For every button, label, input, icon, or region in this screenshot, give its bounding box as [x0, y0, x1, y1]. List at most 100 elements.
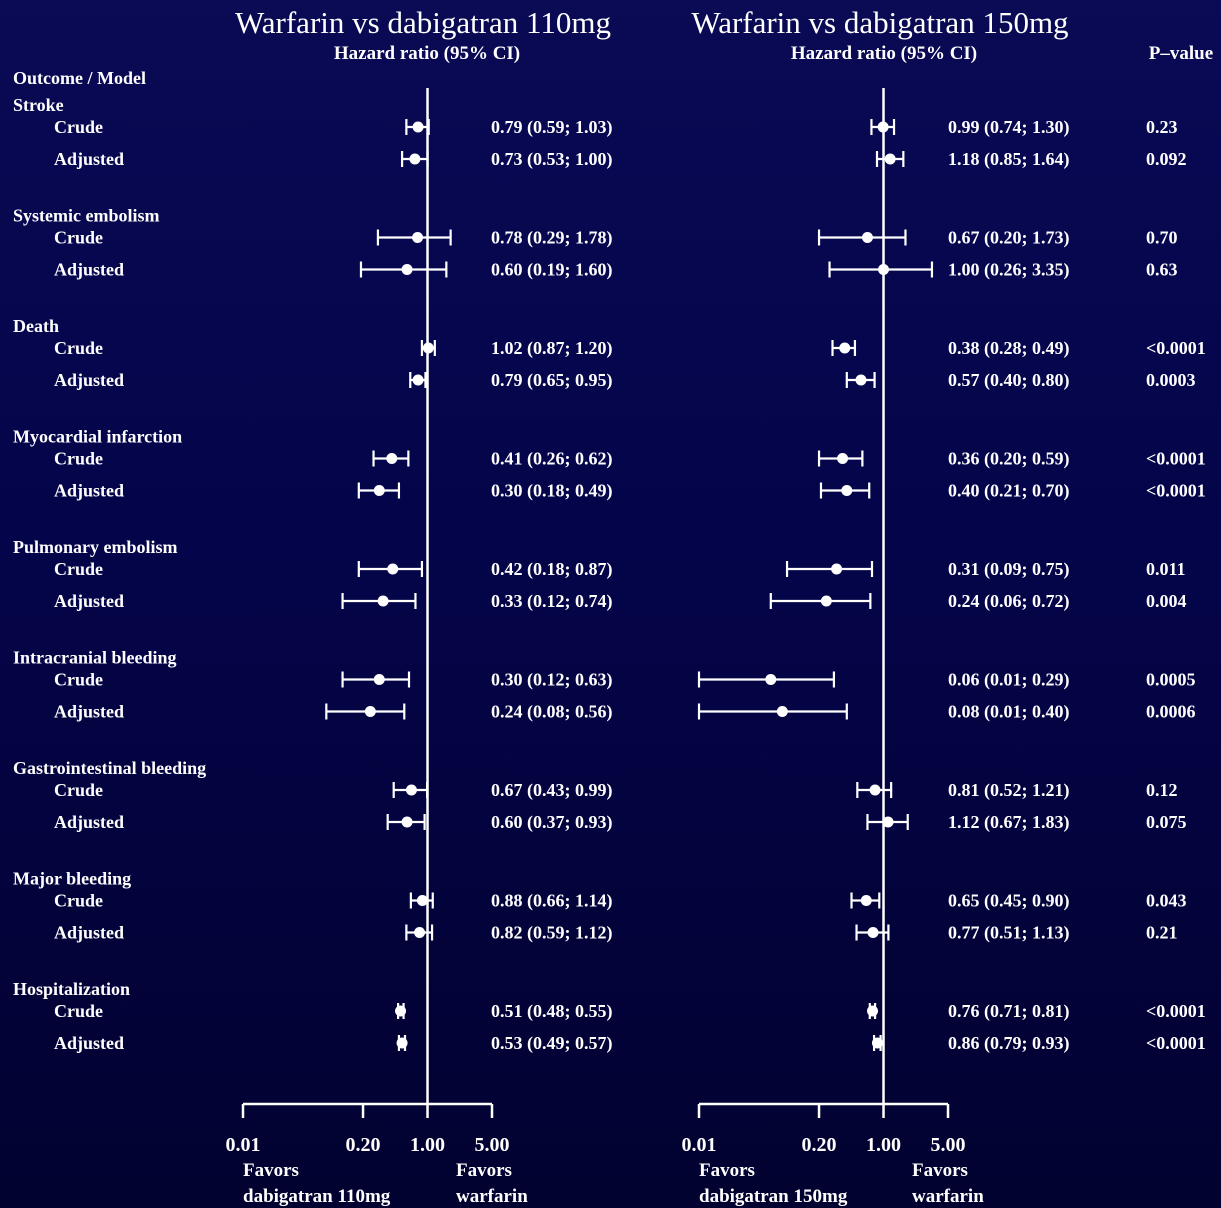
model-label: Adjusted: [54, 149, 124, 169]
favors-left-label: dabigatran 110mg: [243, 1186, 391, 1207]
hazard-ratio-point: [839, 342, 851, 354]
hazard-ratio-label: 0.65 (0.45; 0.90): [948, 891, 1069, 912]
hazard-ratio-label: 0.30 (0.12; 0.63): [491, 670, 612, 691]
hazard-ratio-point: [861, 232, 873, 243]
hazard-ratio-label: 0.08 (0.01; 0.40): [948, 702, 1069, 723]
hazard-ratio-label: 0.36 (0.20; 0.59): [948, 449, 1069, 470]
hazard-ratio-label: 0.99 (0.74; 1.30): [948, 117, 1069, 138]
p-value-label: 0.011: [1146, 559, 1186, 579]
hazard-ratio-label: 0.77 (0.51; 1.13): [948, 923, 1069, 944]
outcome-label: Death: [13, 316, 59, 336]
model-label: Crude: [54, 228, 103, 248]
hazard-ratio-point: [416, 895, 428, 906]
p-value-label: 0.21: [1146, 923, 1178, 943]
pvalue-header: P–value: [1149, 43, 1213, 64]
p-value-label: 0.092: [1146, 149, 1187, 169]
x-tick-label: 0.20: [802, 1134, 837, 1156]
x-tick-label: 0.01: [682, 1134, 717, 1156]
hazard-ratio-label: 0.33 (0.12; 0.74): [491, 591, 612, 612]
model-label: Crude: [54, 670, 103, 690]
hazard-ratio-point: [405, 784, 417, 796]
x-tick-label: 0.20: [346, 1134, 381, 1156]
p-value-label: 0.70: [1146, 228, 1178, 248]
hazard-ratio-point: [841, 485, 853, 496]
hazard-ratio-point: [412, 232, 424, 243]
model-label: Crude: [54, 780, 103, 800]
hazard-ratio-point: [820, 595, 832, 607]
favors-left-label: Favors: [243, 1160, 299, 1181]
x-tick-label: 5.00: [475, 1134, 510, 1156]
hazard-ratio-point: [867, 1005, 879, 1017]
outcome-model-header: Outcome / Model: [13, 68, 146, 88]
model-label: Crude: [54, 1001, 103, 1021]
p-value-label: <0.0001: [1146, 449, 1206, 469]
favors-left-label: Favors: [699, 1160, 755, 1181]
hazard-ratio-label: 1.12 (0.67; 1.83): [948, 812, 1069, 833]
model-label: Crude: [54, 449, 103, 469]
hazard-ratio-point: [412, 374, 424, 386]
hazard-ratio-point: [882, 816, 894, 828]
hazard-ratio-label: 0.86 (0.79; 0.93): [948, 1033, 1069, 1054]
p-value-label: 0.0005: [1146, 670, 1196, 690]
p-value-label: 0.23: [1146, 117, 1178, 137]
hazard-ratio-point: [837, 453, 849, 464]
hazard-ratio-label: 0.51 (0.48; 0.55): [491, 1001, 612, 1022]
model-label: Adjusted: [54, 1033, 124, 1053]
outcome-label: Systemic embolism: [13, 206, 159, 226]
hazard-ratio-point: [884, 153, 896, 165]
hazard-ratio-point: [373, 485, 385, 496]
hazard-ratio-point: [860, 895, 872, 906]
hazard-ratio-point: [373, 674, 385, 685]
hazard-ratio-label: 0.60 (0.19; 1.60): [491, 260, 612, 281]
model-label: Crude: [54, 891, 103, 911]
favors-right-label: Favors: [456, 1160, 512, 1181]
hazard-ratio-point: [869, 784, 881, 796]
x-tick-label: 5.00: [931, 1134, 966, 1156]
hazard-ratio-point: [401, 816, 413, 828]
left-panel-subtitle: Hazard ratio (95% CI): [334, 43, 520, 64]
x-tick-label: 0.01: [226, 1134, 261, 1156]
hazard-ratio-point: [387, 563, 399, 575]
hazard-ratio-label: 0.24 (0.06; 0.72): [948, 591, 1069, 612]
model-label: Adjusted: [54, 812, 124, 832]
hazard-ratio-label: 0.42 (0.18; 0.87): [491, 559, 612, 580]
hazard-ratio-label: 0.40 (0.21; 0.70): [948, 481, 1069, 502]
hazard-ratio-point: [395, 1005, 407, 1017]
p-value-label: <0.0001: [1146, 1001, 1206, 1021]
p-value-label: 0.0003: [1146, 370, 1196, 390]
hazard-ratio-label: 0.79 (0.65; 0.95): [491, 370, 612, 391]
hazard-ratio-label: 0.41 (0.26; 0.62): [491, 449, 612, 470]
hazard-ratio-point: [377, 595, 389, 607]
hazard-ratio-point: [412, 121, 424, 133]
hazard-ratio-point: [401, 264, 413, 275]
hazard-ratio-point: [867, 927, 879, 938]
hazard-ratio-point: [386, 453, 398, 464]
hazard-ratio-point: [364, 706, 376, 717]
model-label: Adjusted: [54, 702, 124, 722]
model-label: Adjusted: [54, 481, 124, 501]
p-value-label: 0.004: [1146, 591, 1187, 611]
hazard-ratio-label: 0.57 (0.40; 0.80): [948, 370, 1069, 391]
hazard-ratio-label: 0.88 (0.66; 1.14): [491, 891, 612, 912]
right-panel-subtitle: Hazard ratio (95% CI): [791, 43, 977, 64]
model-label: Adjusted: [54, 591, 124, 611]
hazard-ratio-label: 0.31 (0.09; 0.75): [948, 559, 1069, 580]
x-tick-label: 1.00: [866, 1134, 901, 1156]
hazard-ratio-label: 1.02 (0.87; 1.20): [491, 338, 612, 359]
hazard-ratio-label: 0.30 (0.18; 0.49): [491, 481, 612, 502]
hazard-ratio-label: 0.81 (0.52; 1.21): [948, 780, 1069, 801]
hazard-ratio-label: 0.24 (0.08; 0.56): [491, 702, 612, 723]
favors-right-label: warfarin: [456, 1186, 528, 1207]
model-label: Adjusted: [54, 260, 124, 280]
favors-right-label: Favors: [912, 1160, 968, 1181]
favors-right-label: warfarin: [912, 1186, 984, 1207]
right-panel-title: Warfarin vs dabigatran 150mg: [691, 5, 1068, 40]
favors-left-label: dabigatran 150mg: [699, 1186, 848, 1207]
hazard-ratio-point: [396, 1037, 408, 1049]
hazard-ratio-label: 0.67 (0.20; 1.73): [948, 228, 1069, 249]
model-label: Crude: [54, 117, 103, 137]
hazard-ratio-point: [765, 674, 777, 685]
p-value-label: 0.12: [1146, 780, 1178, 800]
